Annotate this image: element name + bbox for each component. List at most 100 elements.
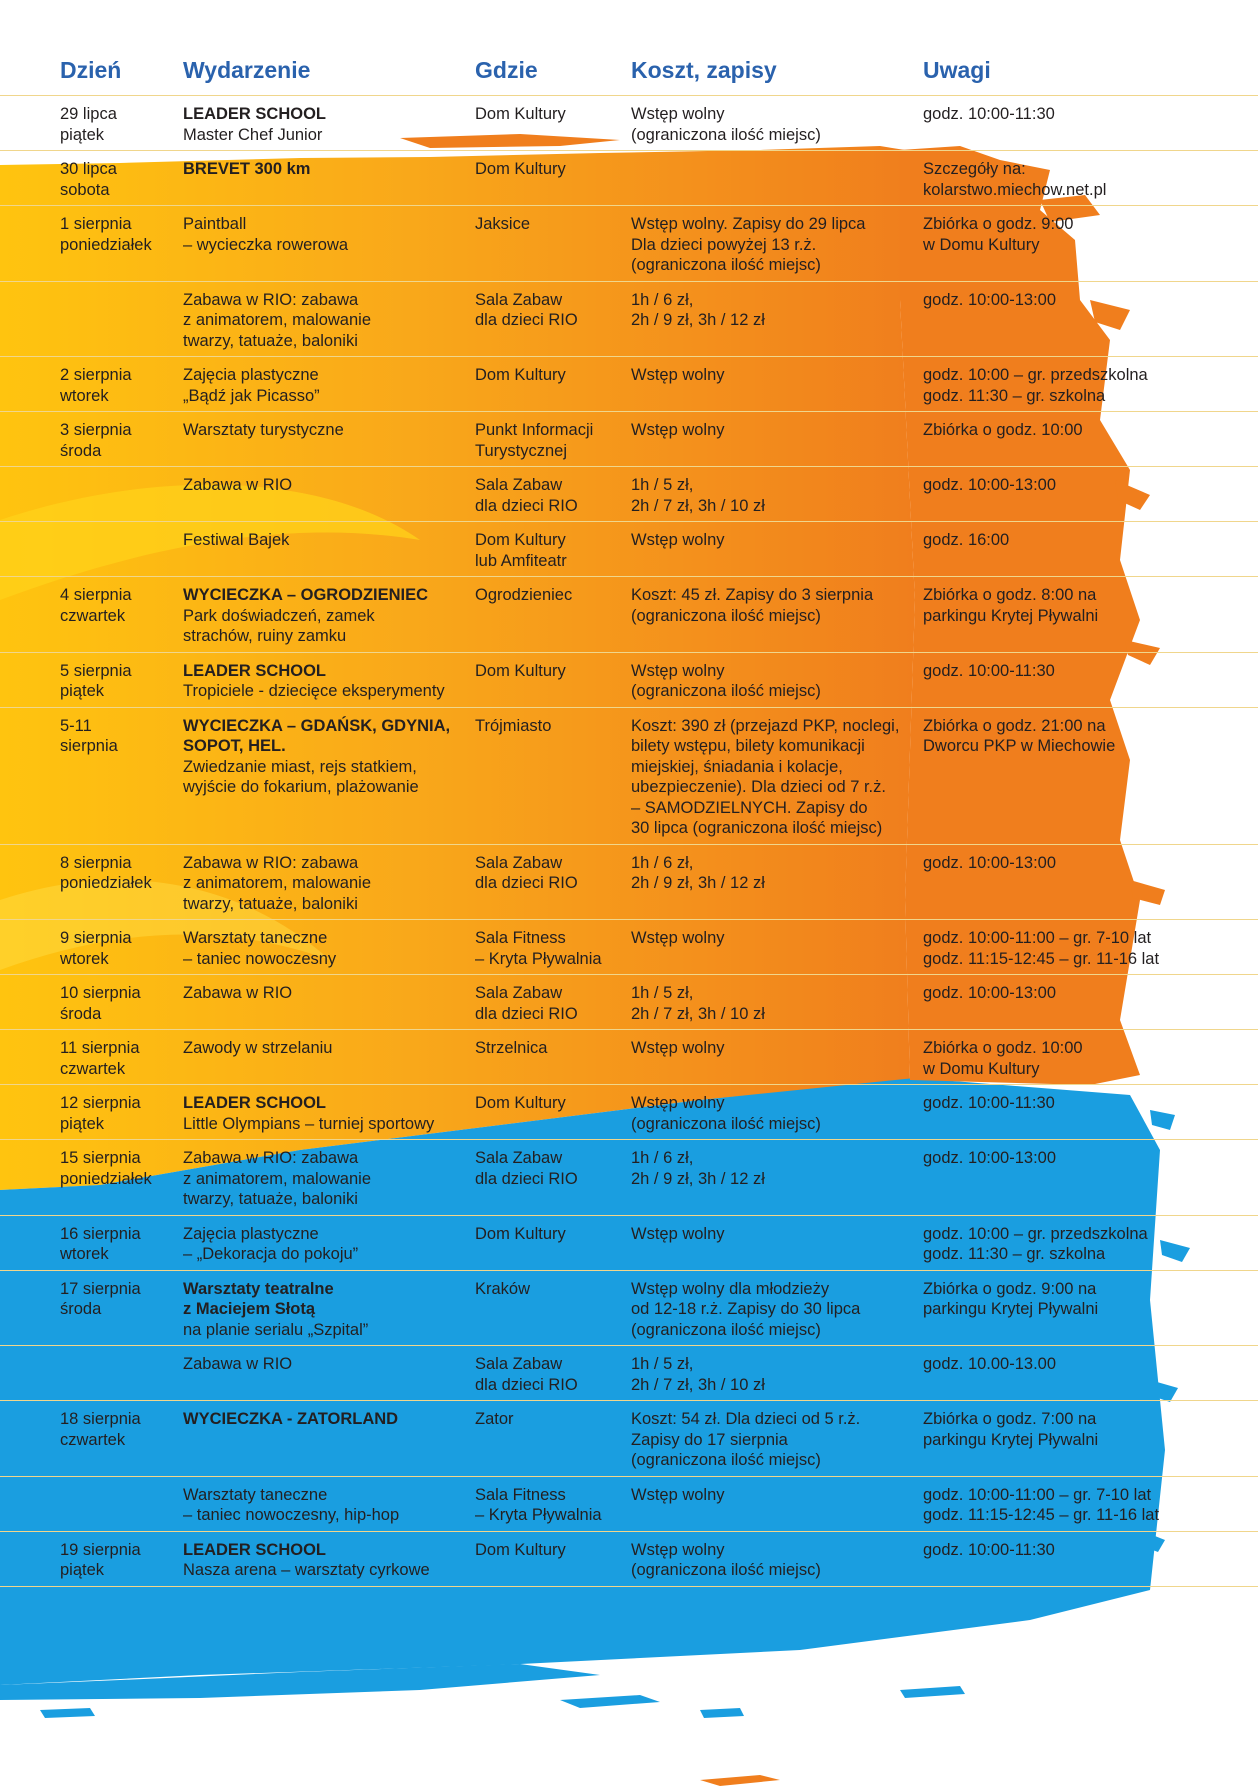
row-event-text: Master Chef Junior <box>183 125 323 144</box>
row-event-text: na planie serialu „Szpital” <box>183 1320 369 1339</box>
row-event-text: Zwiedzanie miast, rejs statkiem, wyjście… <box>183 757 419 797</box>
row-cost: 1h / 6 zł, 2h / 9 zł, 3h / 12 zł <box>631 844 923 920</box>
row-event: Zabawa w RIO <box>183 1345 475 1401</box>
row-event: Warsztaty taneczne – taniec nowoczesny, … <box>183 1476 475 1532</box>
row-event-title: LEADER SCHOOL <box>183 1540 327 1559</box>
row-place: Sala Fitness – Kryta Pływalnia <box>475 919 631 975</box>
row-notes: Zbiórka o godz. 10:00 <box>923 411 1258 467</box>
row-notes: godz. 10:00 – gr. przedszkolna godz. 11:… <box>923 356 1258 412</box>
table-row: Festiwal Bajek Dom Kultury lub Amfiteatr W… <box>0 521 1258 577</box>
table-row: 5 sierpnia piątek LEADER SCHOOL Tropiciele… <box>0 652 1258 708</box>
header-row: Dzień Wydarzenie Gdzie Koszt, zapisy Uwa… <box>0 45 1258 96</box>
row-event-text: Zajęcia plastyczne „Bądź jak Picasso” <box>183 366 320 405</box>
row-cost <box>631 150 923 206</box>
header-place: Gdzie <box>475 45 631 96</box>
row-place: Dom Kultury <box>475 1084 631 1140</box>
row-event: Warsztaty teatralne z Maciejem Słotą na p… <box>183 1270 475 1346</box>
row-event: Festiwal Bajek <box>183 521 475 577</box>
row-cost: 1h / 5 zł, 2h / 7 zł, 3h / 10 zł <box>631 1345 923 1401</box>
row-event-title: WYCIECZKA – GDAŃSK, GDYNIA, SOPOT, HEL. <box>183 716 451 756</box>
row-event-text: Warsztaty turystyczne <box>183 421 344 439</box>
table-row: 3 sierpnia środa Warsztaty turystyczne Pun… <box>0 411 1258 467</box>
row-day: 29 lipca piątek <box>60 95 183 151</box>
row-event: Warsztaty taneczne – taniec nowoczesny <box>183 919 475 975</box>
row-day: 1 sierpnia poniedziałek <box>60 205 183 282</box>
row-notes: godz. 10:00-13:00 <box>923 1139 1258 1216</box>
row-event-text: Little Olympians – turniej sportowy <box>183 1114 435 1133</box>
row-place: Sala Zabaw dla dzieci RIO <box>475 466 631 522</box>
row-cost: Koszt: 390 zł (przejazd PKP, noclegi, bi… <box>631 707 923 845</box>
row-notes: Zbiórka o godz. 21:00 na Dworcu PKP w Mi… <box>923 707 1258 845</box>
table-row: 1 sierpnia poniedziałek Paintball – wycie… <box>0 205 1258 282</box>
row-event-text: Warsztaty taneczne – taniec nowoczesny, … <box>183 1485 400 1525</box>
row-event: Zabawa w RIO <box>183 466 475 522</box>
table-row: 18 sierpnia czwartek WYCIECZKA - ZATORLAN… <box>0 1400 1258 1477</box>
row-place: Dom Kultury lub Amfiteatr <box>475 521 631 577</box>
row-notes: Zbiórka o godz. 9:00 na parkingu Krytej … <box>923 1270 1258 1346</box>
row-day: 9 sierpnia wtorek <box>60 919 183 975</box>
row-notes: godz. 10.00-13.00 <box>923 1345 1258 1401</box>
row-day <box>60 1345 183 1401</box>
table-row: Zabawa w RIO: zabawa z animatorem, malow… <box>0 281 1258 357</box>
row-day: 8 sierpnia poniedziałek <box>60 844 183 920</box>
row-cost: Wstęp wolny <box>631 411 923 467</box>
row-event-text: Zawody w strzelaniu <box>183 1039 333 1057</box>
row-place: Trójmiasto <box>475 707 631 845</box>
row-event-title: LEADER SCHOOL <box>183 105 327 123</box>
table-row: Zabawa w RIO Sala Zabaw dla dzieci RIO 1h … <box>0 1345 1258 1401</box>
header-event: Wydarzenie <box>183 45 475 96</box>
row-day: 30 lipca sobota <box>60 150 183 206</box>
row-event: Zajęcia plastyczne „Bądź jak Picasso” <box>183 356 475 412</box>
row-day: 2 sierpnia wtorek <box>60 356 183 412</box>
row-place: Sala Zabaw dla dzieci RIO <box>475 1345 631 1401</box>
row-day <box>60 1476 183 1532</box>
row-day: 17 sierpnia środa <box>60 1270 183 1346</box>
row-cost: Wstęp wolny. Zapisy do 29 lipca Dla dzie… <box>631 205 923 282</box>
row-event: Paintball – wycieczka rowerowa <box>183 205 475 282</box>
row-event: Zajęcia plastyczne – „Dekoracja do pokoj… <box>183 1215 475 1271</box>
row-cost: 1h / 5 zł, 2h / 7 zł, 3h / 10 zł <box>631 974 923 1030</box>
row-event-text: Festiwal Bajek <box>183 531 290 549</box>
row-event-title: Warsztaty teatralne z Maciejem Słotą <box>183 1279 334 1319</box>
row-event-text: Paintball – wycieczka rowerowa <box>183 215 349 254</box>
row-cost: Wstęp wolny <box>631 919 923 975</box>
row-notes: Zbiórka o godz. 7:00 na parkingu Krytej … <box>923 1400 1258 1477</box>
row-event: WYCIECZKA – OGRODZIENIEC Park doświadczeń… <box>183 576 475 653</box>
row-place: Dom Kultury <box>475 356 631 412</box>
table-row: 16 sierpnia wtorek Zajęcia plastyczne – „… <box>0 1215 1258 1271</box>
row-event: WYCIECZKA - ZATORLAND <box>183 1400 475 1477</box>
row-day <box>60 466 183 522</box>
table-row: 11 sierpnia czwartek Zawody w strzelaniu S… <box>0 1029 1258 1085</box>
row-place: Sala Zabaw dla dzieci RIO <box>475 844 631 920</box>
row-day: 5-11 sierpnia <box>60 707 183 845</box>
row-cost: Wstęp wolny <box>631 356 923 412</box>
table-row: 8 sierpnia poniedziałek Zabawa w RIO: zab… <box>0 844 1258 920</box>
row-event: Zawody w strzelaniu <box>183 1029 475 1085</box>
row-notes: godz. 16:00 <box>923 521 1258 577</box>
row-event: Zabawa w RIO <box>183 974 475 1030</box>
row-day: 5 sierpnia piątek <box>60 652 183 708</box>
row-place: Sala Zabaw dla dzieci RIO <box>475 974 631 1030</box>
row-cost: Wstęp wolny (ograniczona ilość miejsc) <box>631 1084 923 1140</box>
row-event-title: WYCIECZKA – OGRODZIENIEC <box>183 586 429 604</box>
row-notes: Zbiórka o godz. 9:00 w Domu Kultury <box>923 205 1258 282</box>
row-day: 18 sierpnia czwartek <box>60 1400 183 1477</box>
row-cost: Wstęp wolny dla młodzieży od 12-18 r.ż. … <box>631 1270 923 1346</box>
table-row: 29 lipca piątek LEADER SCHOOL Master Chef … <box>0 95 1258 151</box>
table-row: 19 sierpnia piątek LEADER SCHOOL Nasza are… <box>0 1531 1258 1587</box>
row-event-text: Nasza arena – warsztaty cyrkowe <box>183 1561 430 1579</box>
row-event-text: Tropiciele - dziecięce eksperymenty <box>183 682 445 700</box>
table-row: Warsztaty taneczne – taniec nowoczesny, … <box>0 1476 1258 1532</box>
table-row: 5-11 sierpnia WYCIECZKA – GDAŃSK, GDYNIA,… <box>0 707 1258 845</box>
row-event-text: Zabawa w RIO: zabawa z animatorem, malow… <box>183 1149 371 1208</box>
row-day: 15 sierpnia poniedziałek <box>60 1139 183 1216</box>
row-notes: godz. 10:00-11:00 – gr. 7-10 lat godz. 1… <box>923 919 1258 975</box>
row-event: WYCIECZKA – GDAŃSK, GDYNIA, SOPOT, HEL. Z… <box>183 707 475 845</box>
row-place: Sala Zabaw dla dzieci RIO <box>475 281 631 357</box>
row-notes: godz. 10:00 – gr. przedszkolna godz. 11:… <box>923 1215 1258 1271</box>
row-event-title: BREVET 300 km <box>183 160 311 178</box>
row-event-text: Zabawa w RIO <box>183 984 293 1002</box>
row-notes: godz. 10:00-11:30 <box>923 95 1258 151</box>
row-place: Zator <box>475 1400 631 1477</box>
row-place: Sala Zabaw dla dzieci RIO <box>475 1139 631 1216</box>
